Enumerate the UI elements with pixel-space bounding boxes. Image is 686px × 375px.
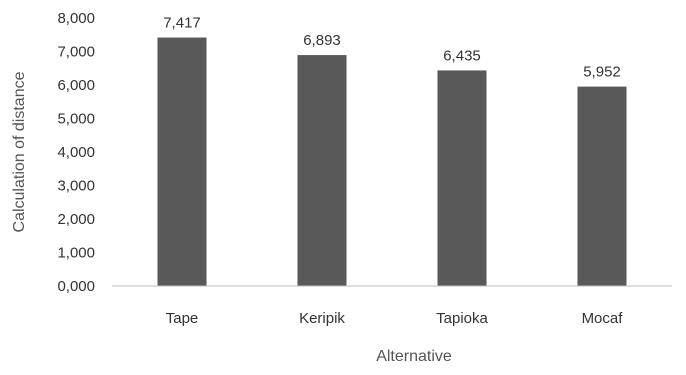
y-tick-label: 7,000: [57, 44, 95, 61]
data-label: 6,435: [443, 47, 481, 64]
y-tick-label: 3,000: [57, 178, 95, 195]
y-axis-ticks: 0,000 1,000 2,000 3,000 4,000 5,000 6,000 7,000…: [57, 10, 95, 295]
bar-series: [157, 37, 627, 287]
x-category-label: Keripik: [299, 310, 345, 327]
data-labels: 7,417 6,893 6,435 5,952: [163, 15, 621, 81]
y-tick-label: 5,000: [57, 111, 95, 128]
y-tick-label: 8,000: [57, 10, 95, 27]
bar-mocaf: [577, 86, 627, 286]
bar-tapioka: [437, 70, 487, 287]
y-tick-label: 6,000: [57, 77, 95, 94]
y-axis-title: Calculation of distance: [11, 71, 28, 232]
data-label: 7,417: [163, 15, 201, 32]
y-tick-label: 2,000: [57, 211, 95, 228]
data-label: 5,952: [583, 64, 621, 81]
y-tick-label: 4,000: [57, 144, 95, 161]
x-axis-title: Alternative: [376, 348, 452, 365]
bar-tape: [157, 37, 207, 286]
bar-keripik: [297, 55, 347, 286]
data-label: 6,893: [303, 32, 341, 49]
x-category-label: Tape: [166, 310, 199, 327]
x-axis-categories: Tape Keripik Tapioka Mocaf: [166, 310, 624, 327]
x-category-label: Mocaf: [582, 310, 624, 327]
y-tick-label: 1,000: [57, 245, 95, 262]
x-category-label: Tapioka: [436, 310, 488, 327]
y-tick-label: 0,000: [57, 278, 95, 295]
